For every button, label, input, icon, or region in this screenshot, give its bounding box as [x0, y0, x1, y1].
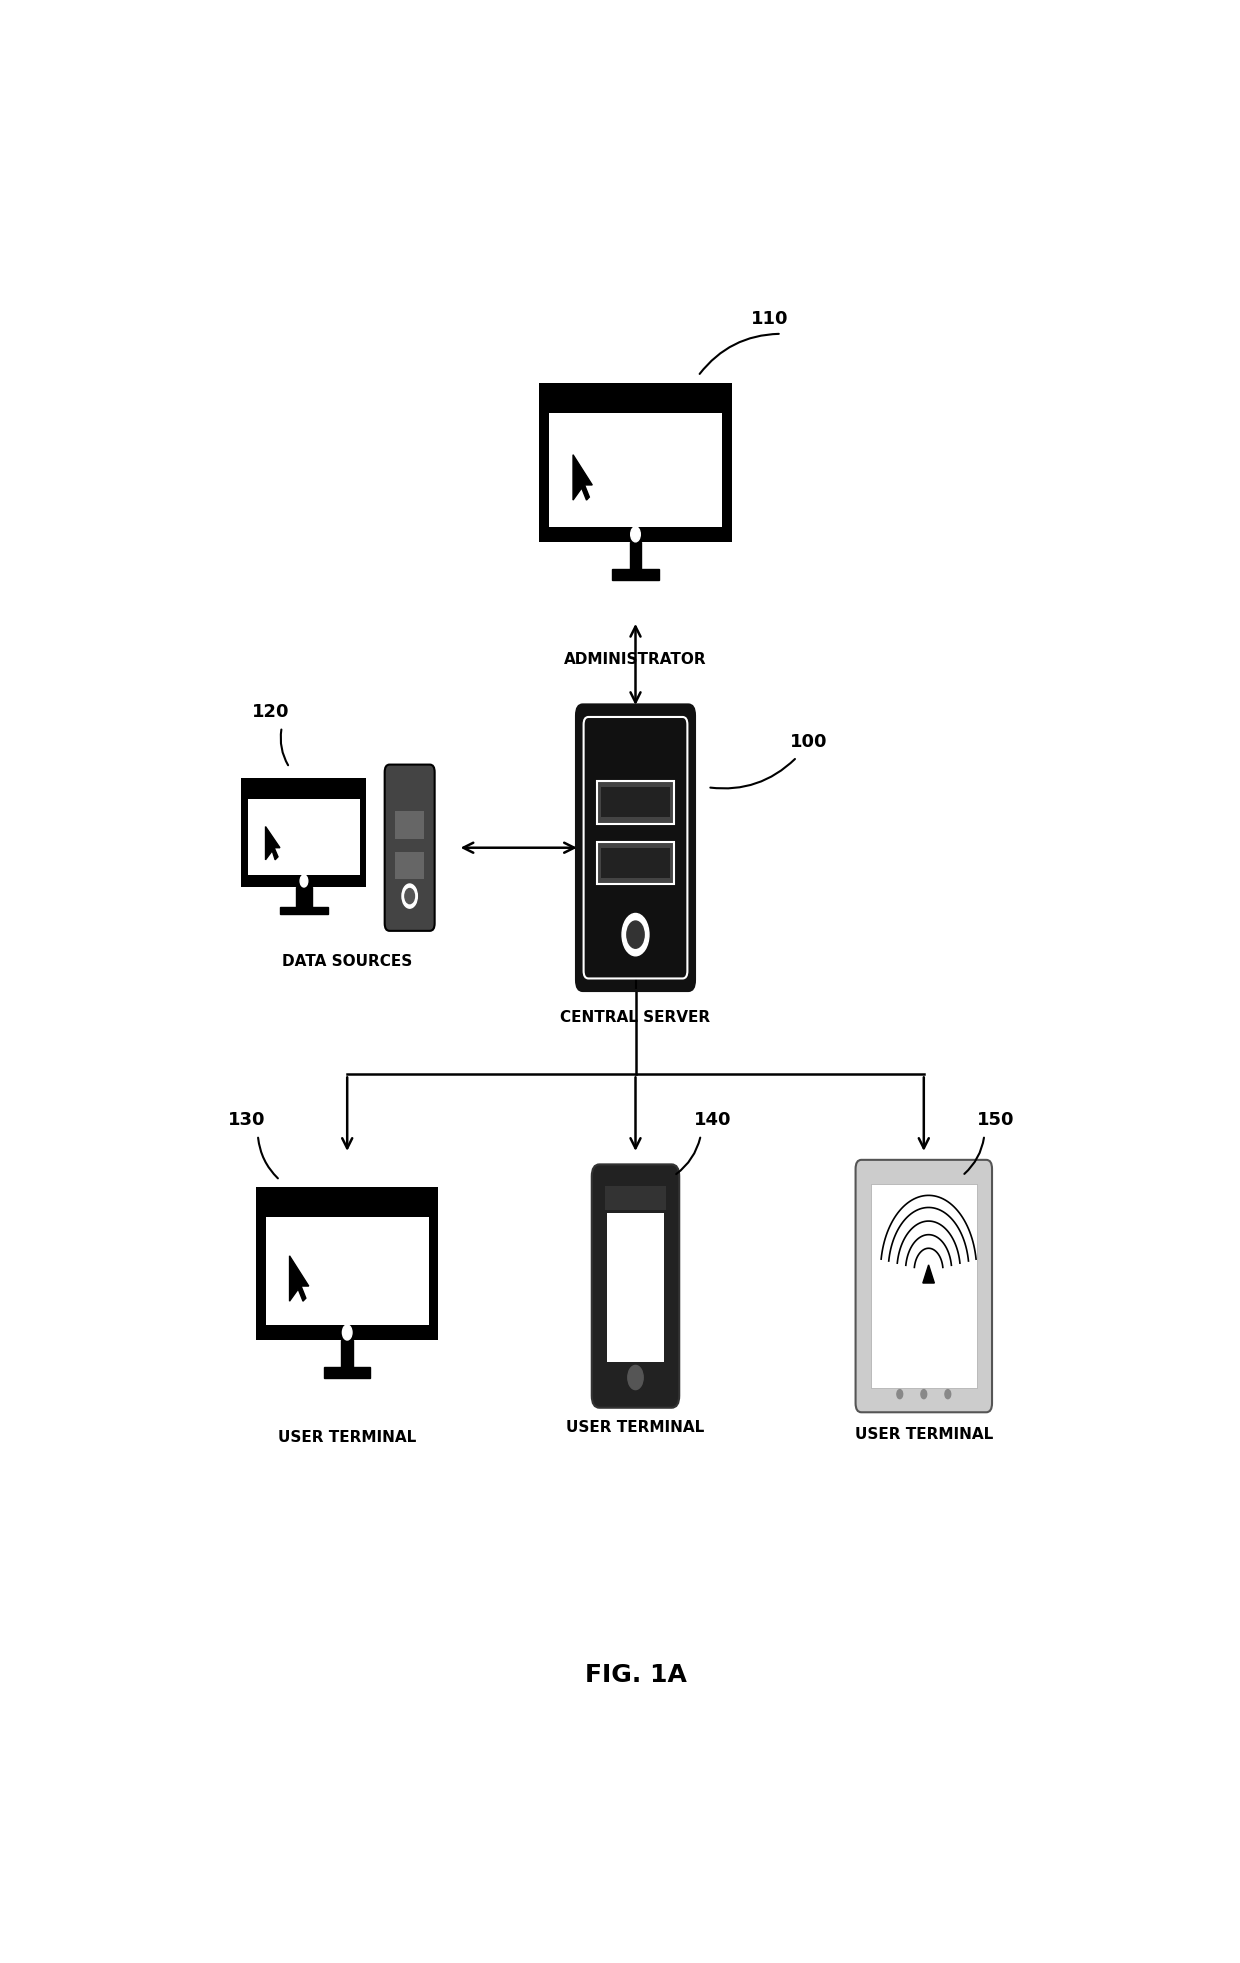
FancyArrowPatch shape — [280, 730, 288, 766]
Text: FIG. 1A: FIG. 1A — [584, 1663, 687, 1686]
Text: CENTRAL SERVER: CENTRAL SERVER — [560, 1011, 711, 1025]
Circle shape — [342, 1325, 352, 1341]
Circle shape — [945, 1390, 951, 1400]
Text: 110: 110 — [751, 310, 789, 328]
Polygon shape — [923, 1264, 935, 1284]
Polygon shape — [613, 569, 658, 579]
Circle shape — [622, 913, 649, 956]
Polygon shape — [341, 1341, 353, 1366]
Circle shape — [897, 1390, 903, 1400]
Circle shape — [402, 883, 418, 909]
Circle shape — [627, 921, 644, 948]
Polygon shape — [265, 826, 280, 860]
FancyBboxPatch shape — [575, 703, 696, 991]
FancyArrowPatch shape — [711, 760, 795, 789]
Text: 140: 140 — [693, 1111, 732, 1129]
FancyBboxPatch shape — [255, 1325, 439, 1341]
FancyBboxPatch shape — [242, 875, 367, 887]
FancyBboxPatch shape — [601, 787, 670, 817]
FancyBboxPatch shape — [539, 383, 732, 542]
Circle shape — [300, 875, 308, 887]
Polygon shape — [280, 907, 327, 915]
FancyBboxPatch shape — [591, 1164, 680, 1407]
Circle shape — [404, 889, 414, 903]
Text: USER TERMINAL: USER TERMINAL — [567, 1419, 704, 1435]
FancyBboxPatch shape — [396, 852, 424, 879]
FancyBboxPatch shape — [601, 848, 670, 877]
FancyBboxPatch shape — [396, 811, 424, 838]
Polygon shape — [296, 887, 311, 907]
Polygon shape — [573, 455, 593, 501]
FancyBboxPatch shape — [608, 1213, 663, 1362]
Text: 120: 120 — [252, 703, 289, 720]
FancyArrowPatch shape — [965, 1139, 985, 1174]
Polygon shape — [324, 1366, 371, 1378]
Circle shape — [921, 1390, 926, 1400]
Polygon shape — [630, 542, 641, 569]
Text: ADMINISTRATOR: ADMINISTRATOR — [564, 652, 707, 667]
FancyBboxPatch shape — [596, 842, 675, 883]
Circle shape — [631, 526, 640, 542]
FancyBboxPatch shape — [870, 1184, 977, 1388]
Text: USER TERMINAL: USER TERMINAL — [278, 1429, 417, 1445]
FancyArrowPatch shape — [699, 334, 779, 373]
Text: DATA SOURCES: DATA SOURCES — [281, 954, 413, 968]
FancyBboxPatch shape — [255, 1188, 439, 1341]
FancyArrowPatch shape — [258, 1139, 278, 1178]
FancyBboxPatch shape — [248, 799, 360, 875]
FancyBboxPatch shape — [539, 526, 732, 542]
FancyBboxPatch shape — [242, 777, 367, 887]
Text: 100: 100 — [790, 732, 827, 752]
FancyArrowPatch shape — [676, 1139, 701, 1174]
FancyBboxPatch shape — [384, 766, 435, 930]
FancyBboxPatch shape — [265, 1217, 429, 1325]
FancyBboxPatch shape — [596, 781, 675, 824]
Text: USER TERMINAL: USER TERMINAL — [854, 1427, 993, 1443]
Text: 130: 130 — [228, 1111, 265, 1129]
Circle shape — [627, 1366, 644, 1390]
FancyBboxPatch shape — [605, 1186, 666, 1209]
Text: 150: 150 — [977, 1111, 1014, 1129]
FancyBboxPatch shape — [549, 412, 722, 526]
Polygon shape — [290, 1256, 309, 1301]
FancyBboxPatch shape — [856, 1160, 992, 1411]
